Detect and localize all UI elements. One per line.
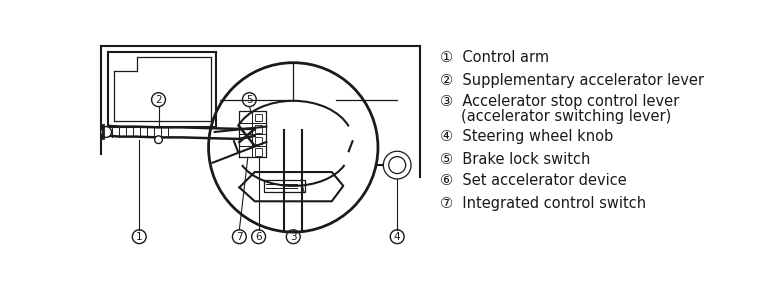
Bar <box>255 125 262 133</box>
Text: 4: 4 <box>394 232 401 242</box>
Text: 1: 1 <box>136 232 143 242</box>
Text: ④  Steering wheel knob: ④ Steering wheel knob <box>439 129 613 144</box>
Text: ⑥  Set accelerator device: ⑥ Set accelerator device <box>439 173 626 188</box>
Bar <box>255 137 262 144</box>
Circle shape <box>101 127 112 137</box>
Text: 5: 5 <box>246 95 252 105</box>
Text: ②  Supplementary accelerator lever: ② Supplementary accelerator lever <box>439 73 704 88</box>
Text: ①  Control arm: ① Control arm <box>439 50 549 65</box>
Text: ⑦  Integrated control switch: ⑦ Integrated control switch <box>439 196 646 211</box>
Text: 2: 2 <box>155 95 162 105</box>
Bar <box>255 113 262 121</box>
Text: (accelerator switching lever): (accelerator switching lever) <box>461 109 671 124</box>
Bar <box>255 148 262 156</box>
Text: 7: 7 <box>236 232 242 242</box>
Text: 3: 3 <box>290 232 296 242</box>
Text: ③  Accelerator stop control lever: ③ Accelerator stop control lever <box>439 94 679 109</box>
Circle shape <box>154 136 163 144</box>
Text: ⑤  Brake lock switch: ⑤ Brake lock switch <box>439 152 590 167</box>
Text: 6: 6 <box>255 232 262 242</box>
